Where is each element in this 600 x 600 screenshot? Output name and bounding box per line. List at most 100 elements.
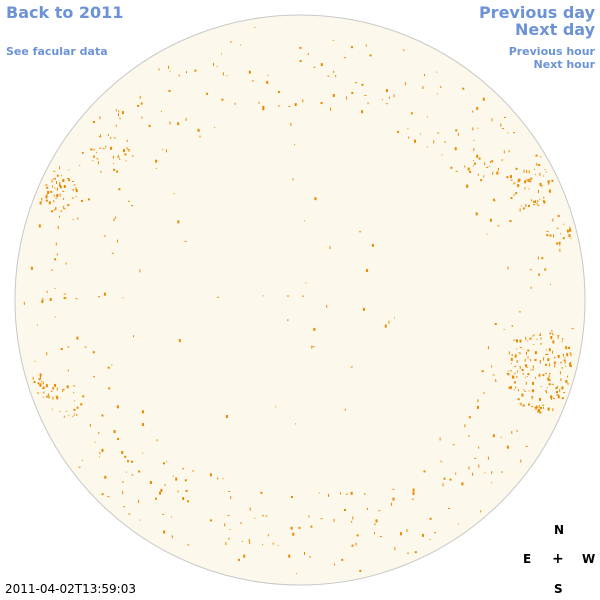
facula-mark bbox=[139, 519, 141, 521]
facula-mark bbox=[81, 199, 83, 202]
facula-mark bbox=[262, 105, 265, 108]
facula-mark bbox=[441, 461, 443, 463]
facula-mark bbox=[549, 372, 551, 375]
facula-mark bbox=[517, 178, 520, 182]
facula-mark bbox=[516, 429, 518, 432]
facula-mark bbox=[46, 395, 48, 398]
facula-mark bbox=[530, 180, 532, 183]
facula-mark bbox=[101, 493, 104, 496]
facula-mark bbox=[127, 200, 130, 202]
facula-mark bbox=[222, 478, 224, 480]
facula-mark bbox=[525, 377, 526, 379]
facula-mark bbox=[556, 242, 559, 245]
facula-mark bbox=[197, 128, 200, 132]
facula-mark bbox=[549, 363, 551, 367]
facula-mark bbox=[468, 466, 470, 470]
facula-mark bbox=[155, 497, 157, 500]
facula-mark bbox=[299, 46, 302, 49]
facula-mark bbox=[123, 506, 126, 508]
facula-mark bbox=[385, 89, 388, 93]
facula-mark bbox=[54, 258, 57, 261]
facula-mark bbox=[472, 165, 474, 167]
facula-mark bbox=[403, 49, 405, 52]
facula-mark bbox=[142, 452, 144, 454]
facula-mark bbox=[491, 160, 494, 163]
facula-mark bbox=[116, 170, 119, 173]
facula-mark bbox=[192, 470, 195, 472]
facula-mark bbox=[53, 209, 56, 211]
facula-mark bbox=[559, 248, 561, 252]
facula-mark bbox=[492, 171, 494, 175]
facula-mark bbox=[119, 157, 120, 159]
facula-mark bbox=[549, 191, 551, 193]
facula-mark bbox=[506, 176, 509, 179]
facula-mark bbox=[507, 132, 509, 134]
facula-mark bbox=[329, 246, 331, 250]
facula-mark bbox=[458, 523, 460, 525]
previous-hour-link[interactable]: Previous hour bbox=[508, 45, 595, 58]
facula-mark bbox=[225, 542, 227, 546]
facula-mark bbox=[117, 156, 119, 158]
facula-mark bbox=[540, 343, 542, 345]
facula-mark bbox=[500, 123, 502, 127]
facula-mark bbox=[73, 184, 76, 186]
facula-mark bbox=[530, 286, 532, 289]
back-to-year-link[interactable]: Back to 2011 bbox=[6, 3, 124, 22]
facula-mark bbox=[559, 371, 561, 375]
facula-mark bbox=[406, 529, 408, 533]
facula-mark bbox=[570, 237, 572, 239]
facula-mark bbox=[561, 367, 563, 369]
facula-mark bbox=[545, 171, 547, 173]
facula-mark bbox=[533, 344, 535, 346]
facula-mark bbox=[230, 41, 232, 43]
facula-mark bbox=[121, 451, 124, 454]
facula-mark bbox=[287, 295, 289, 298]
facula-mark bbox=[216, 66, 218, 68]
facula-mark bbox=[454, 147, 457, 151]
facula-mark bbox=[327, 75, 330, 77]
facula-mark bbox=[54, 177, 56, 180]
facula-mark bbox=[464, 424, 466, 428]
see-facular-data-link[interactable]: See facular data bbox=[6, 45, 108, 58]
facula-mark bbox=[177, 490, 179, 493]
facula-mark bbox=[517, 184, 520, 188]
next-hour-link[interactable]: Next hour bbox=[533, 58, 596, 71]
facula-mark bbox=[369, 54, 372, 57]
facula-mark bbox=[565, 346, 568, 350]
facula-mark bbox=[260, 491, 263, 494]
facula-mark bbox=[38, 378, 41, 381]
facula-mark bbox=[330, 107, 332, 111]
next-day-link[interactable]: Next day bbox=[515, 20, 595, 39]
facula-mark bbox=[538, 404, 540, 408]
facula-mark bbox=[557, 354, 560, 358]
facula-mark bbox=[262, 295, 264, 297]
facula-mark bbox=[96, 151, 97, 153]
facula-mark bbox=[545, 349, 547, 351]
facula-mark bbox=[515, 192, 518, 195]
facula-mark bbox=[550, 336, 553, 339]
facula-mark bbox=[532, 365, 534, 369]
facula-mark bbox=[564, 357, 566, 359]
facula-mark bbox=[548, 379, 551, 382]
facula-mark bbox=[375, 519, 378, 523]
facula-mark bbox=[313, 327, 316, 331]
facula-mark bbox=[429, 517, 432, 520]
facula-mark bbox=[226, 415, 228, 418]
facula-mark bbox=[101, 448, 104, 452]
facula-mark bbox=[494, 323, 497, 325]
previous-day-link[interactable]: Previous day bbox=[478, 3, 595, 22]
facula-mark bbox=[39, 376, 41, 380]
facula-mark bbox=[424, 74, 425, 77]
facula-mark bbox=[41, 197, 43, 201]
facula-mark bbox=[226, 75, 228, 77]
facula-mark bbox=[552, 334, 554, 336]
facula-mark bbox=[564, 361, 566, 364]
facula-mark bbox=[185, 117, 187, 121]
facula-mark bbox=[46, 194, 48, 196]
facula-mark bbox=[526, 351, 527, 355]
facula-mark bbox=[513, 132, 515, 134]
facula-mark bbox=[210, 519, 212, 522]
facula-mark bbox=[544, 268, 547, 271]
facula-mark bbox=[540, 360, 541, 362]
facula-mark bbox=[507, 370, 509, 372]
